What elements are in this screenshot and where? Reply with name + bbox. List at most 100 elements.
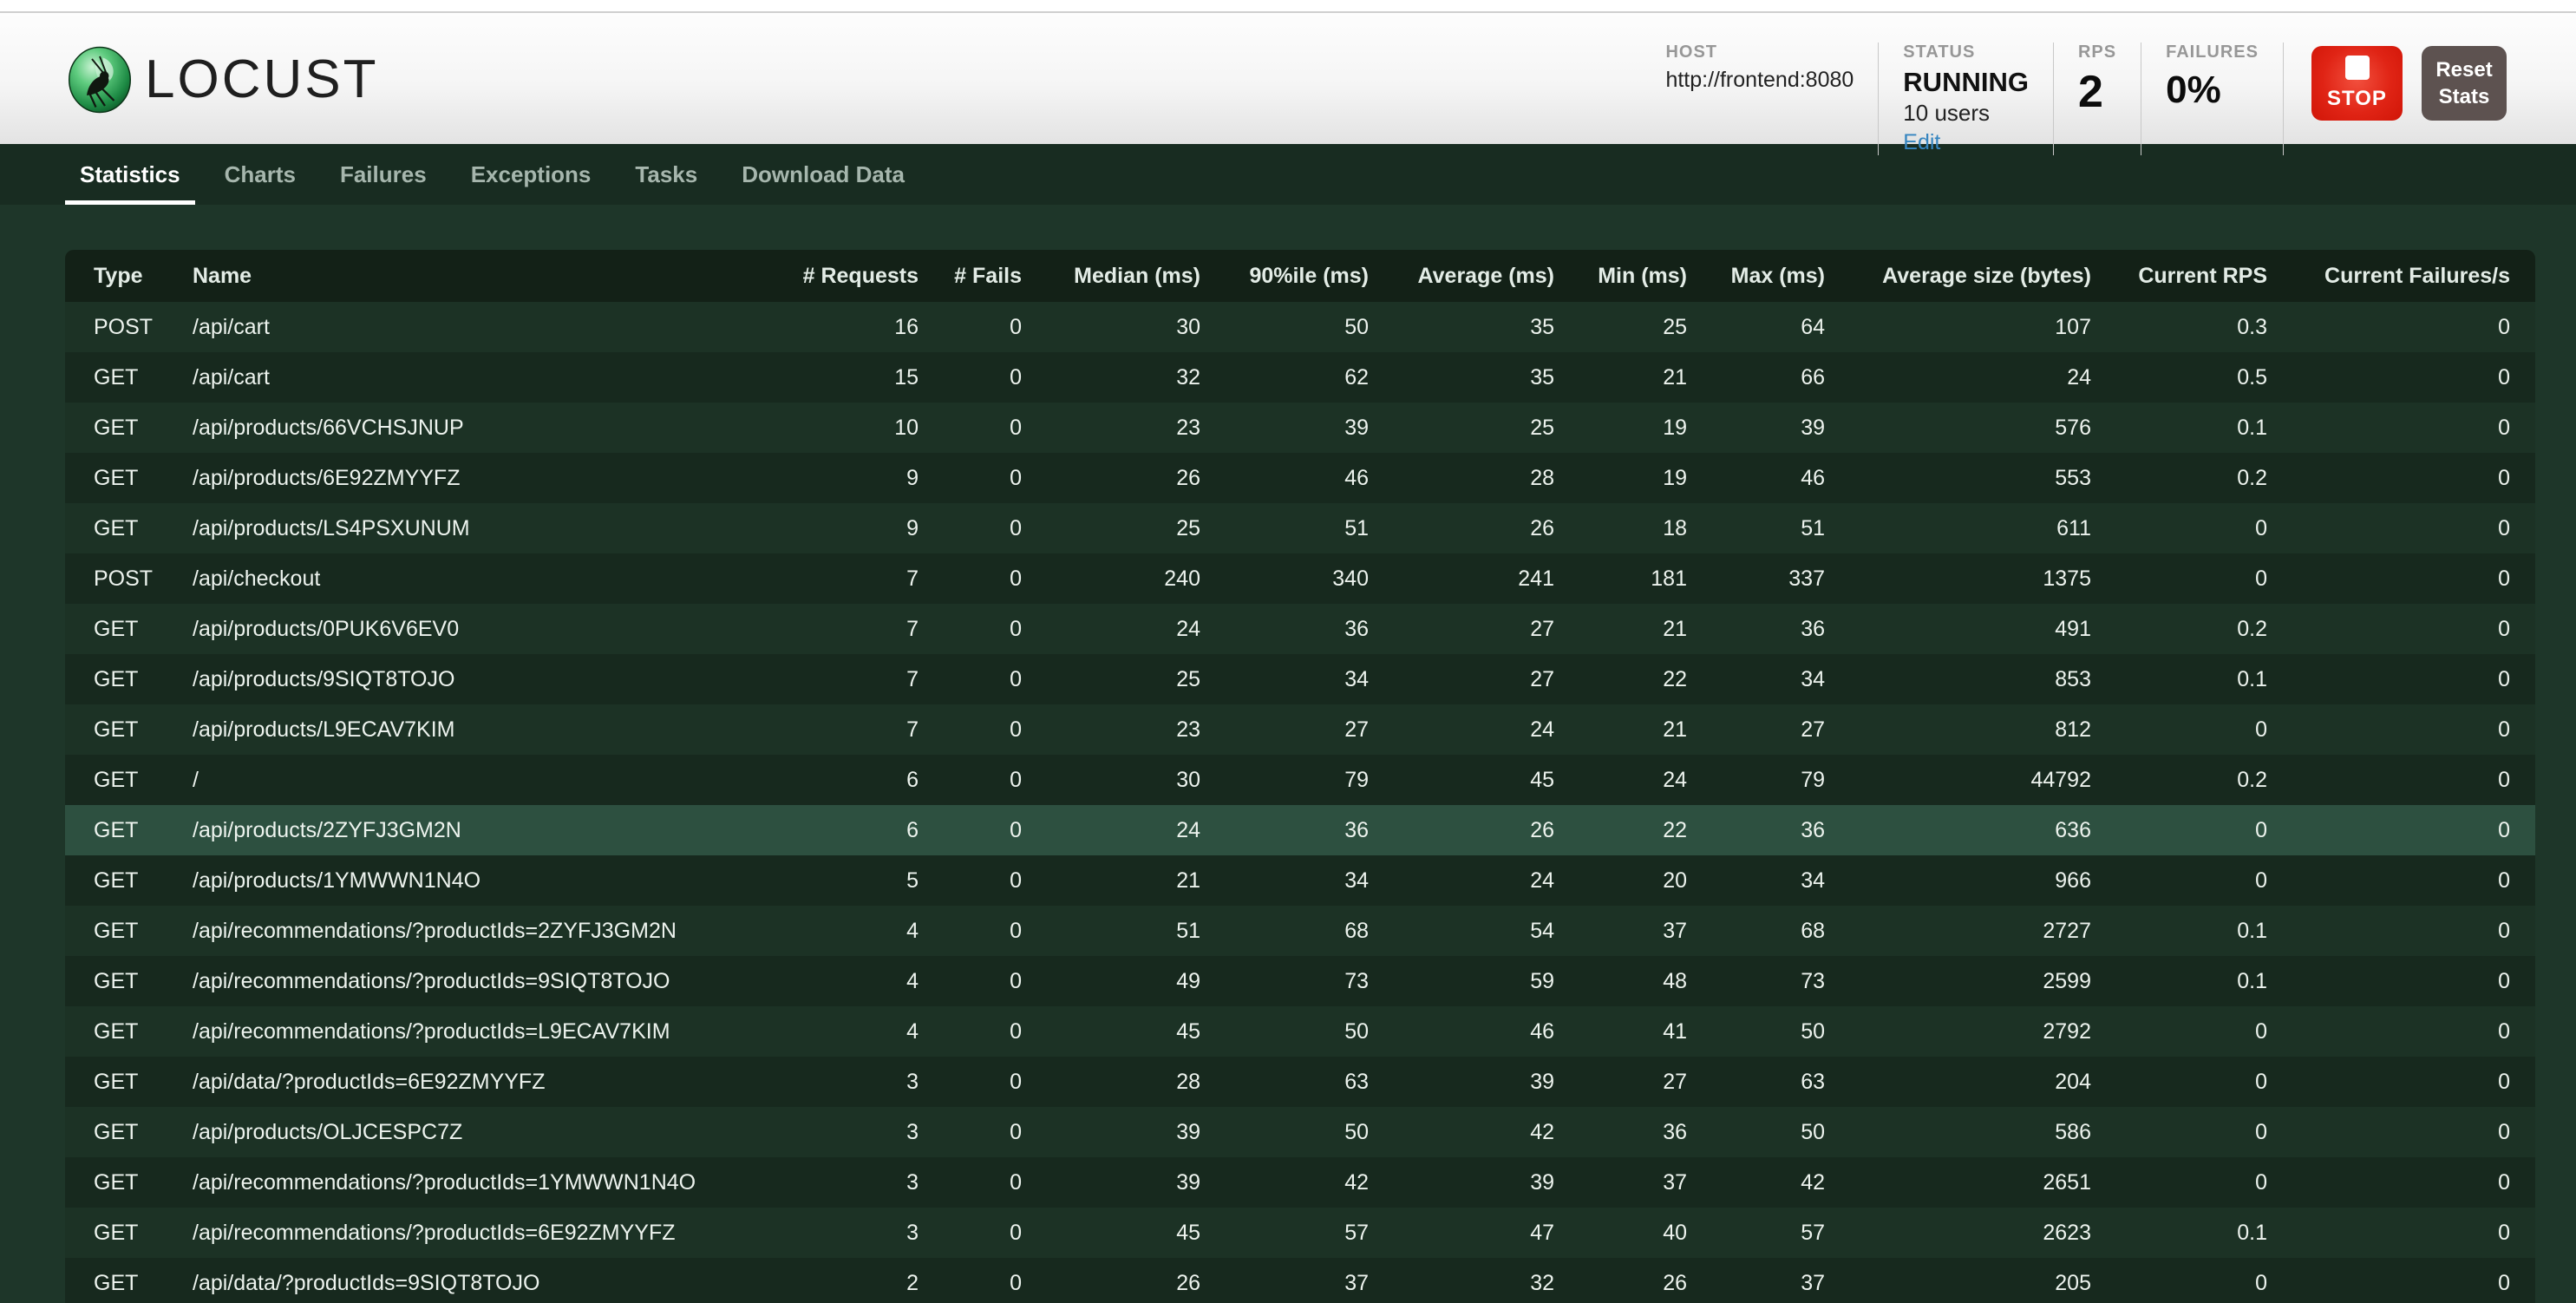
- cell-requests: 4: [906, 968, 919, 993]
- tab-exceptions[interactable]: Exceptions: [470, 161, 592, 187]
- table-row[interactable]: GET /api/products/9SIQT8TOJO 7 0 25 34 2…: [65, 654, 2535, 704]
- cell-requests: 6: [906, 767, 919, 792]
- table-row[interactable]: GET /api/products/2ZYFJ3GM2N 6 0 24 36 2…: [65, 805, 2535, 855]
- tab-statistics[interactable]: Statistics: [65, 144, 195, 205]
- cell-median: 25: [1176, 666, 1200, 691]
- cell-min: 27: [1663, 1069, 1687, 1094]
- cell-avg-size: 2599: [2043, 968, 2091, 993]
- col-header-min[interactable]: Min (ms): [1598, 263, 1687, 288]
- table-row[interactable]: GET / 6 0 30 79 45 24 79 44792 0.2 0: [65, 755, 2535, 805]
- cell-90pct: 57: [1344, 1220, 1369, 1245]
- cell-average: 59: [1530, 968, 1554, 993]
- cell-90pct: 36: [1344, 616, 1369, 641]
- tab-charts[interactable]: Charts: [224, 161, 296, 187]
- cell-median: 51: [1176, 918, 1200, 943]
- col-header-average[interactable]: Average (ms): [1417, 263, 1554, 288]
- table-row[interactable]: GET /api/recommendations/?productIds=6E9…: [65, 1208, 2535, 1258]
- cell-average: 35: [1530, 364, 1554, 390]
- cell-name: /api/products/L9ECAV7KIM: [193, 717, 455, 742]
- cell-max: 73: [1801, 968, 1825, 993]
- cell-current-rps: 0: [2255, 566, 2267, 591]
- cell-median: 26: [1176, 1270, 1200, 1295]
- cell-avg-size: 205: [2055, 1270, 2091, 1295]
- cell-fails: 0: [1010, 314, 1022, 339]
- cell-fails: 0: [1010, 1018, 1022, 1044]
- tab-failures[interactable]: Failures: [339, 161, 427, 187]
- col-header-requests[interactable]: # Requests: [802, 263, 919, 288]
- cell-90pct: 50: [1344, 1119, 1369, 1144]
- col-header-fails[interactable]: # Fails: [954, 263, 1022, 288]
- col-header-median[interactable]: Median (ms): [1074, 263, 1200, 288]
- table-row[interactable]: GET /api/recommendations/?productIds=1YM…: [65, 1157, 2535, 1208]
- cell-type: GET: [94, 515, 139, 540]
- cell-current-failures: 0: [2498, 314, 2510, 339]
- cell-min: 18: [1663, 515, 1687, 540]
- cell-current-failures: 0: [2498, 566, 2510, 591]
- cell-type: GET: [94, 1169, 139, 1195]
- cell-max: 34: [1801, 868, 1825, 893]
- stop-button[interactable]: STOP: [2311, 46, 2403, 121]
- table-row[interactable]: GET /api/data/?productIds=9SIQT8TOJO 2 0…: [65, 1258, 2535, 1303]
- col-header-90pct[interactable]: 90%ile (ms): [1249, 263, 1369, 288]
- cell-average: 28: [1530, 465, 1554, 490]
- cell-max: 50: [1801, 1119, 1825, 1144]
- table-row[interactable]: GET /api/recommendations/?productIds=9SI…: [65, 956, 2535, 1006]
- table-row[interactable]: GET /api/products/OLJCESPC7Z 3 0 39 50 4…: [65, 1107, 2535, 1157]
- cell-current-rps: 0: [2255, 515, 2267, 540]
- col-header-current-failures[interactable]: Current Failures/s: [2324, 263, 2510, 288]
- reset-stats-button[interactable]: Reset Stats: [2422, 46, 2507, 121]
- table-row[interactable]: GET /api/products/1YMWWN1N4O 5 0 21 34 2…: [65, 855, 2535, 906]
- cell-max: 39: [1801, 415, 1825, 440]
- table-row[interactable]: POST /api/cart 16 0 30 50 35 25 64 107 0…: [65, 302, 2535, 352]
- tab-tasks[interactable]: Tasks: [635, 161, 698, 187]
- cell-fails: 0: [1010, 1270, 1022, 1295]
- cell-max: 27: [1801, 717, 1825, 742]
- col-header-max[interactable]: Max (ms): [1730, 263, 1825, 288]
- cell-name: /: [193, 767, 199, 792]
- host-value: http://frontend:8080: [1665, 68, 1854, 92]
- table-row[interactable]: GET /api/products/L9ECAV7KIM 7 0 23 27 2…: [65, 704, 2535, 755]
- table-row[interactable]: GET /api/products/0PUK6V6EV0 7 0 24 36 2…: [65, 604, 2535, 654]
- col-header-avg-size[interactable]: Average size (bytes): [1882, 263, 2091, 288]
- cell-90pct: 39: [1344, 415, 1369, 440]
- cell-requests: 3: [906, 1220, 919, 1245]
- table-row[interactable]: POST /api/checkout 7 0 240 340 241 181 3…: [65, 553, 2535, 604]
- status-label: STATUS: [1903, 43, 1976, 62]
- cell-current-rps: 0: [2255, 1169, 2267, 1195]
- table-row[interactable]: GET /api/products/66VCHSJNUP 10 0 23 39 …: [65, 403, 2535, 453]
- cell-min: 19: [1663, 465, 1687, 490]
- table-row[interactable]: GET /api/recommendations/?productIds=L9E…: [65, 1006, 2535, 1057]
- cell-min: 19: [1663, 415, 1687, 440]
- cell-current-failures: 0: [2498, 1270, 2510, 1295]
- table-row[interactable]: GET /api/cart 15 0 32 62 35 21 66 24 0.5…: [65, 352, 2535, 403]
- cell-avg-size: 44792: [2030, 767, 2091, 792]
- cell-requests: 10: [894, 415, 919, 440]
- cell-avg-size: 966: [2055, 868, 2091, 893]
- cell-type: GET: [94, 968, 139, 993]
- edit-link[interactable]: Edit: [1903, 130, 1941, 154]
- cell-requests: 4: [906, 918, 919, 943]
- cell-average: 39: [1530, 1169, 1554, 1195]
- cell-median: 30: [1176, 314, 1200, 339]
- cell-avg-size: 586: [2055, 1119, 2091, 1144]
- table-row[interactable]: GET /api/products/6E92ZMYYFZ 9 0 26 46 2…: [65, 453, 2535, 503]
- table-row[interactable]: GET /api/products/LS4PSXUNUM 9 0 25 51 2…: [65, 503, 2535, 553]
- cell-median: 45: [1176, 1018, 1200, 1044]
- cell-current-rps: 0: [2255, 1069, 2267, 1094]
- cell-average: 26: [1530, 515, 1554, 540]
- table-row[interactable]: GET /api/data/?productIds=6E92ZMYYFZ 3 0…: [65, 1057, 2535, 1107]
- tab-download-data[interactable]: Download Data: [742, 161, 905, 187]
- cell-average: 47: [1530, 1220, 1554, 1245]
- cell-90pct: 34: [1344, 666, 1369, 691]
- reset-line1: Reset: [2435, 58, 2493, 82]
- cell-requests: 9: [906, 515, 919, 540]
- col-header-type[interactable]: Type: [94, 263, 143, 288]
- cell-avg-size: 853: [2055, 666, 2091, 691]
- cell-type: GET: [94, 717, 139, 742]
- col-header-name[interactable]: Name: [193, 263, 252, 288]
- cell-median: 24: [1176, 817, 1200, 842]
- table-row[interactable]: GET /api/recommendations/?productIds=2ZY…: [65, 906, 2535, 956]
- cell-average: 35: [1530, 314, 1554, 339]
- status-box: STATUS RUNNING 10 users Edit: [1878, 43, 2053, 155]
- col-header-current-rps[interactable]: Current RPS: [2138, 263, 2267, 288]
